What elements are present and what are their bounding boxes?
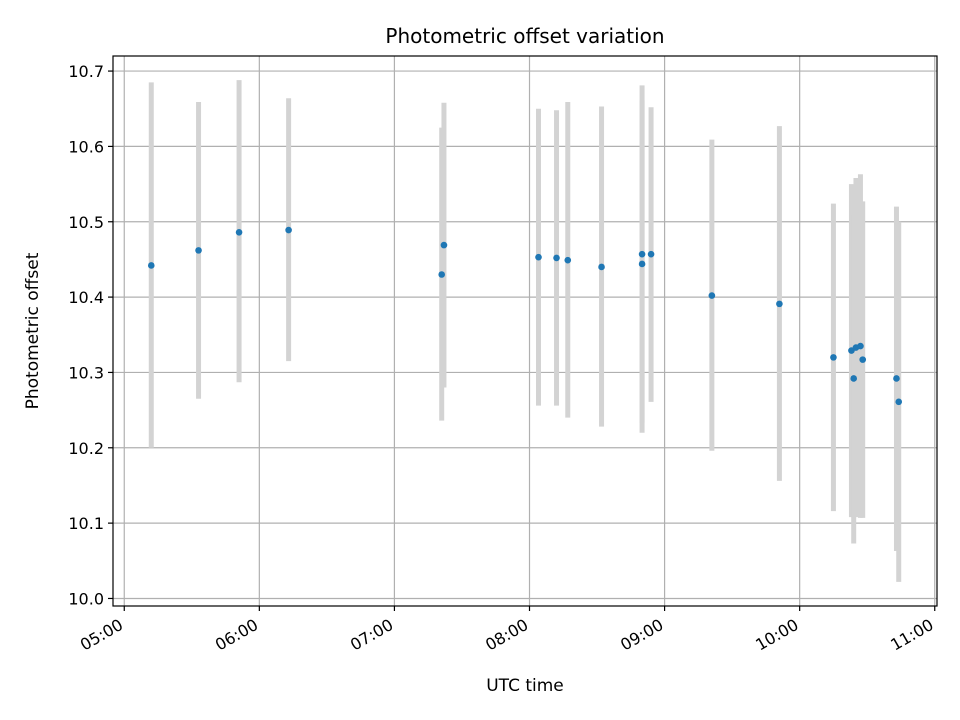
plot-frame xyxy=(112,55,938,607)
data-point xyxy=(638,260,646,268)
data-point xyxy=(440,241,448,249)
data-points xyxy=(147,226,903,406)
data-point xyxy=(438,271,445,278)
data-point xyxy=(776,300,783,308)
data-point xyxy=(830,354,837,361)
data-point xyxy=(893,375,900,382)
y-tick-label: 10.5 xyxy=(68,213,104,232)
data-point xyxy=(553,254,560,262)
x-axis-label: UTC time xyxy=(486,676,564,696)
y-tick-label: 10.4 xyxy=(68,288,104,307)
y-axis: 10.0 10.1 10.2 10.3 10.4 10.5 10.6 10.7 xyxy=(68,62,113,608)
y-tick-label: 10.7 xyxy=(68,62,104,81)
y-tick-label: 10.6 xyxy=(68,137,104,156)
data-point xyxy=(895,398,903,406)
data-point xyxy=(535,253,542,261)
data-point xyxy=(285,226,292,234)
data-point xyxy=(850,375,857,382)
data-point xyxy=(147,262,155,269)
data-point xyxy=(638,250,646,258)
data-point xyxy=(708,292,716,299)
y-tick-label: 10.3 xyxy=(68,363,104,382)
data-point xyxy=(859,356,867,363)
y-tick-label: 10.1 xyxy=(68,514,104,533)
y-axis-label: Photometric offset xyxy=(23,252,43,409)
y-tick-label: 10.2 xyxy=(68,439,104,458)
data-point xyxy=(647,250,655,258)
y-tick-label: 10.0 xyxy=(68,589,104,608)
data-point xyxy=(195,247,202,254)
data-point xyxy=(857,342,864,350)
data-point xyxy=(598,263,605,271)
grid xyxy=(113,56,937,606)
data-point xyxy=(235,229,243,236)
chart-title: Photometric offset variation xyxy=(385,24,664,48)
data-point xyxy=(564,256,572,264)
